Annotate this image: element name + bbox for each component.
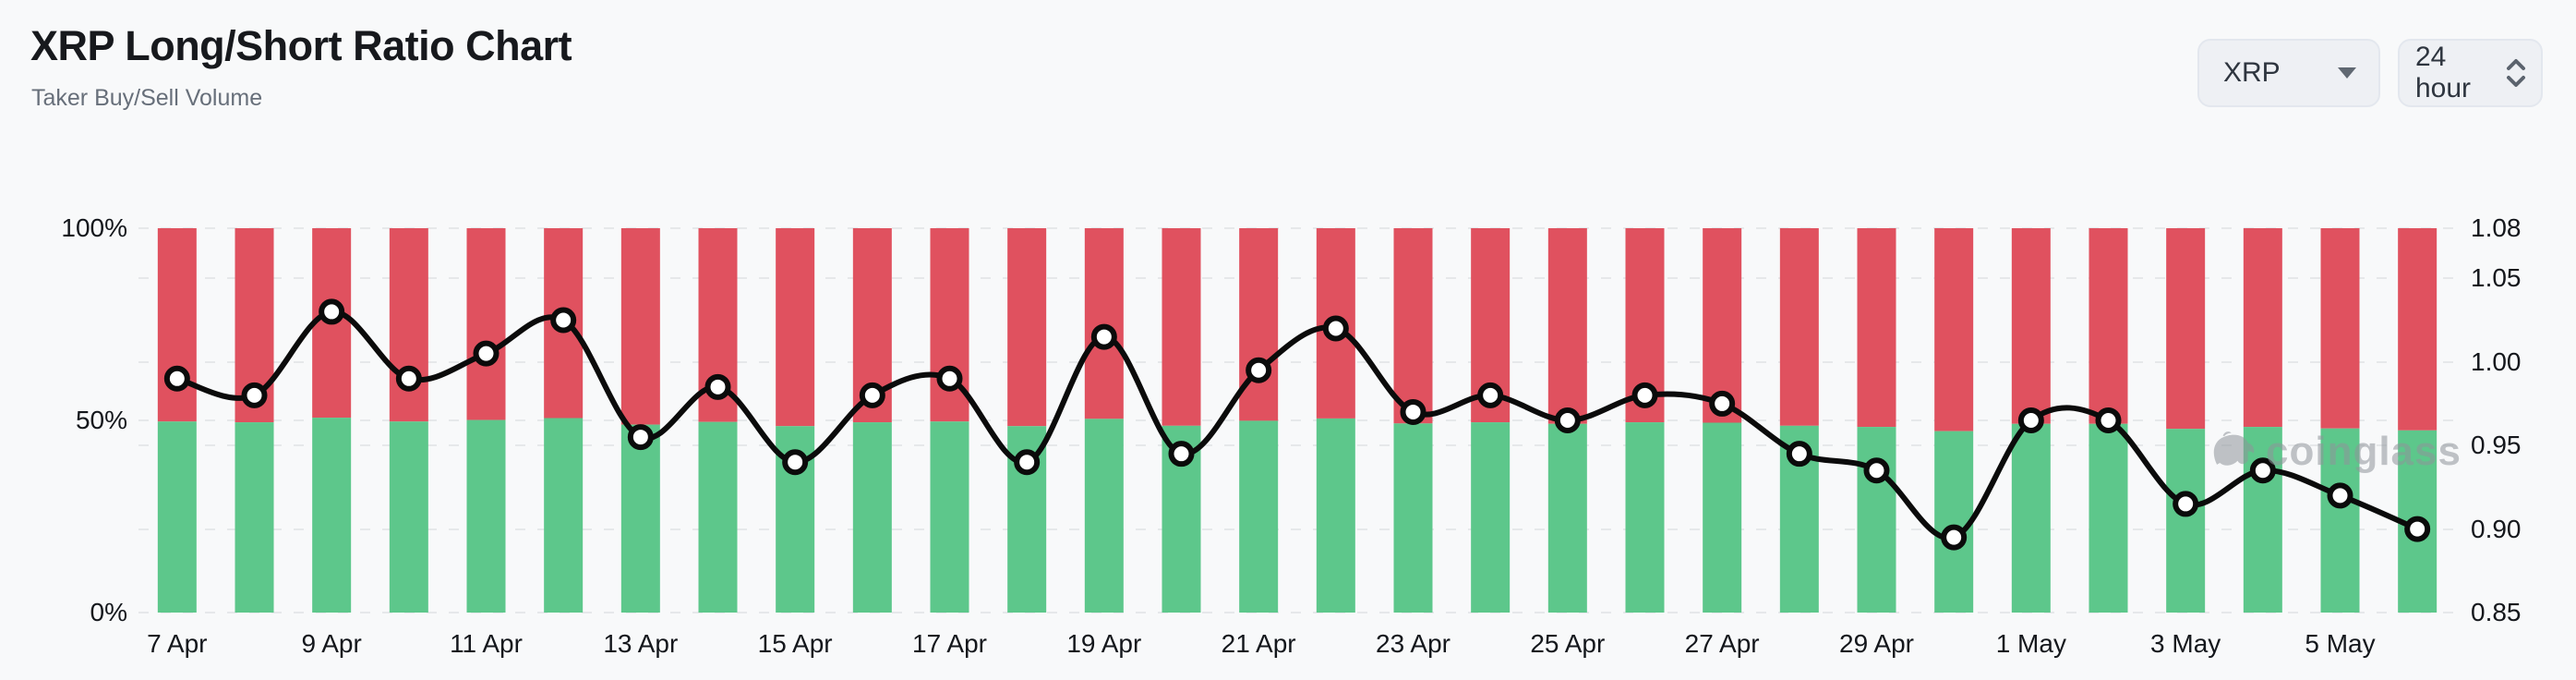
x-axis-tick: 29 Apr: [1839, 629, 1914, 658]
caret-down-icon: [2338, 67, 2356, 79]
x-axis-tick: 19 Apr: [1066, 629, 1142, 658]
y-axis-right-tick: 1.00: [2471, 346, 2522, 376]
x-axis-tick: 11 Apr: [450, 629, 523, 658]
x-axis-tick: 25 Apr: [1530, 629, 1606, 658]
y-axis-left-tick: 0%: [90, 598, 127, 626]
y-axis-left-tick: 50%: [75, 406, 127, 434]
x-axis-tick: 7 Apr: [147, 629, 208, 658]
y-axis-right-tick: 1.05: [2471, 263, 2522, 293]
ratio-markers: [163, 298, 2431, 551]
x-axis-tick: 5 May: [2305, 629, 2376, 658]
chart-plot-area[interactable]: [138, 227, 2456, 613]
interval-select[interactable]: 24 hour: [2398, 39, 2543, 107]
x-axis-tick: 15 Apr: [757, 629, 833, 658]
up-down-chevrons-icon: [2504, 55, 2528, 91]
x-axis-tick: 3 May: [2150, 629, 2221, 658]
long-volume-bars: [157, 418, 2438, 613]
x-axis-tick: 27 Apr: [1684, 629, 1760, 658]
y-axis-right-tick: 0.85: [2471, 598, 2522, 626]
interval-select-value: 24 hour: [2415, 42, 2472, 103]
page-title: XRP Long/Short Ratio Chart: [30, 22, 572, 69]
y-axis-right-tick: 1.08: [2471, 213, 2522, 242]
y-axis-right-tick: 0.95: [2471, 431, 2522, 460]
symbol-select-value: XRP: [2223, 57, 2281, 88]
symbol-select[interactable]: XRP: [2197, 39, 2380, 107]
ratio-line: [174, 309, 2421, 541]
short-volume-bars: [157, 228, 2438, 431]
x-axis-tick: 21 Apr: [1221, 629, 1296, 658]
x-axis-tick: 9 Apr: [301, 629, 362, 658]
x-axis-tick: 17 Apr: [912, 629, 987, 658]
page-subtitle: Taker Buy/Sell Volume: [31, 85, 263, 111]
gridlines: [138, 227, 2456, 613]
y-axis-right-tick: 0.90: [2471, 514, 2522, 543]
x-axis-tick: 1 May: [1995, 629, 2066, 658]
x-axis-tick: 23 Apr: [1376, 629, 1451, 658]
x-axis-tick: 13 Apr: [603, 629, 679, 658]
y-axis-left-tick: 100%: [61, 213, 127, 242]
